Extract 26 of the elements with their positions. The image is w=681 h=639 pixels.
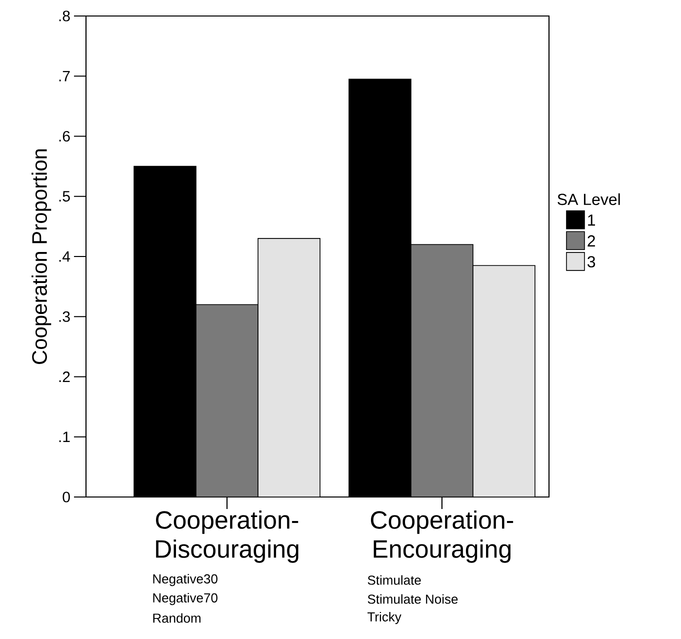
- legend-label: 2: [588, 235, 595, 246]
- y-tick-label: .1: [59, 432, 70, 442]
- legend-title: SA Level: [558, 193, 620, 206]
- y-axis-title: Cooperation Proportion: [32, 149, 52, 364]
- y-tick-label: .5: [59, 191, 70, 202]
- bar: [258, 238, 320, 497]
- text: Negative70: [153, 592, 218, 606]
- x-tick-label: Cooperation-Discouraging: [156, 510, 298, 563]
- y-tick-label: .4: [59, 251, 70, 262]
- bar: [410, 244, 474, 497]
- y-tick-label: .3: [59, 311, 70, 322]
- text: Negative30: [153, 574, 218, 586]
- text: Random: [153, 613, 200, 623]
- y-tick-label: .7: [59, 70, 70, 82]
- bar: [196, 304, 258, 497]
- x-tick-label: Cooperation-Encouraging: [370, 510, 514, 563]
- text: Stimulate Noise: [368, 594, 458, 604]
- legend-label: 1: [588, 214, 595, 226]
- bar: [472, 265, 536, 497]
- text: Stimulate: [368, 575, 421, 585]
- y-tick-label: 0: [62, 492, 70, 502]
- legend-label: 3: [587, 256, 596, 268]
- y-tick-label: .2: [59, 372, 70, 382]
- y-tick-label: .6: [59, 130, 70, 142]
- y-tick-label: .8: [59, 10, 70, 22]
- text: Tricky: [368, 612, 402, 624]
